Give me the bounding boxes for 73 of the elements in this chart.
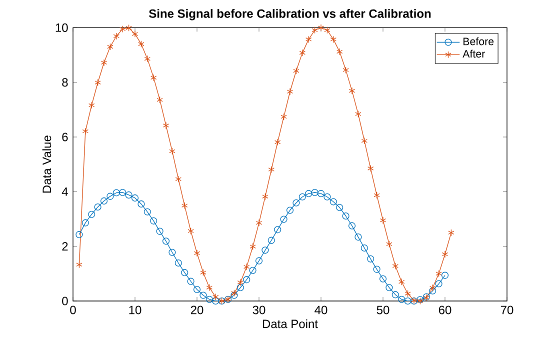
point xyxy=(156,228,164,235)
point xyxy=(330,198,337,206)
point xyxy=(429,287,436,294)
point xyxy=(76,231,83,238)
legend-label: After xyxy=(462,50,485,58)
point xyxy=(100,197,108,204)
point xyxy=(125,191,132,198)
point xyxy=(360,244,368,252)
point xyxy=(298,193,306,200)
point xyxy=(280,216,288,223)
point xyxy=(268,236,275,244)
x-tick-label: 10 xyxy=(129,306,142,314)
point xyxy=(88,210,96,218)
point xyxy=(404,297,412,305)
y-axis-title: Data Value xyxy=(42,136,52,193)
x-tick-label: 60 xyxy=(438,306,452,314)
point xyxy=(286,206,294,214)
point xyxy=(119,188,126,196)
point xyxy=(212,297,220,305)
point xyxy=(162,238,170,245)
y-tick-label: 0 xyxy=(62,296,68,306)
point xyxy=(336,204,344,212)
point xyxy=(292,199,300,206)
x-tick-label: 50 xyxy=(376,306,390,314)
point xyxy=(94,203,102,211)
y-tick-label: 4 xyxy=(62,188,68,196)
point xyxy=(131,194,139,202)
point xyxy=(138,200,145,208)
point xyxy=(112,189,120,196)
point xyxy=(262,246,269,254)
point xyxy=(435,280,442,288)
legend-label: Before xyxy=(464,37,494,46)
point xyxy=(236,284,244,292)
point xyxy=(255,257,263,264)
point xyxy=(386,284,393,292)
point xyxy=(348,222,356,230)
x-tick-label: 30 xyxy=(252,306,266,314)
point xyxy=(305,190,312,198)
point xyxy=(324,193,331,200)
point xyxy=(274,226,282,234)
point xyxy=(354,234,362,241)
point xyxy=(181,269,188,276)
point xyxy=(441,272,449,279)
point xyxy=(249,266,256,274)
point xyxy=(174,259,182,267)
y-tick-label: 10 xyxy=(56,23,68,32)
y-tick-label: 8 xyxy=(62,78,68,87)
point xyxy=(168,248,176,256)
point xyxy=(206,296,213,303)
chart-title: Sine Signal before Calibration vs after Calibration xyxy=(148,9,431,20)
point xyxy=(187,278,194,285)
point xyxy=(398,296,406,303)
point xyxy=(150,217,158,224)
x-tick-label: 20 xyxy=(190,306,204,314)
point xyxy=(317,190,325,198)
point xyxy=(243,276,250,284)
point xyxy=(342,212,350,220)
x-tick-label: 70 xyxy=(500,306,514,314)
x-axis-title: Data Point xyxy=(262,319,318,328)
point xyxy=(82,219,89,226)
point xyxy=(367,255,374,262)
point xyxy=(200,292,207,299)
x-tick-label: 0 xyxy=(70,306,76,314)
point xyxy=(311,188,318,196)
point xyxy=(379,275,387,282)
point xyxy=(193,286,201,294)
point xyxy=(373,266,380,273)
point xyxy=(144,208,151,216)
point xyxy=(392,291,399,298)
y-tick-label: 6 xyxy=(62,132,68,142)
y-tick-label: 2 xyxy=(62,242,68,251)
x-tick-label: 40 xyxy=(314,306,328,314)
point xyxy=(106,192,114,200)
